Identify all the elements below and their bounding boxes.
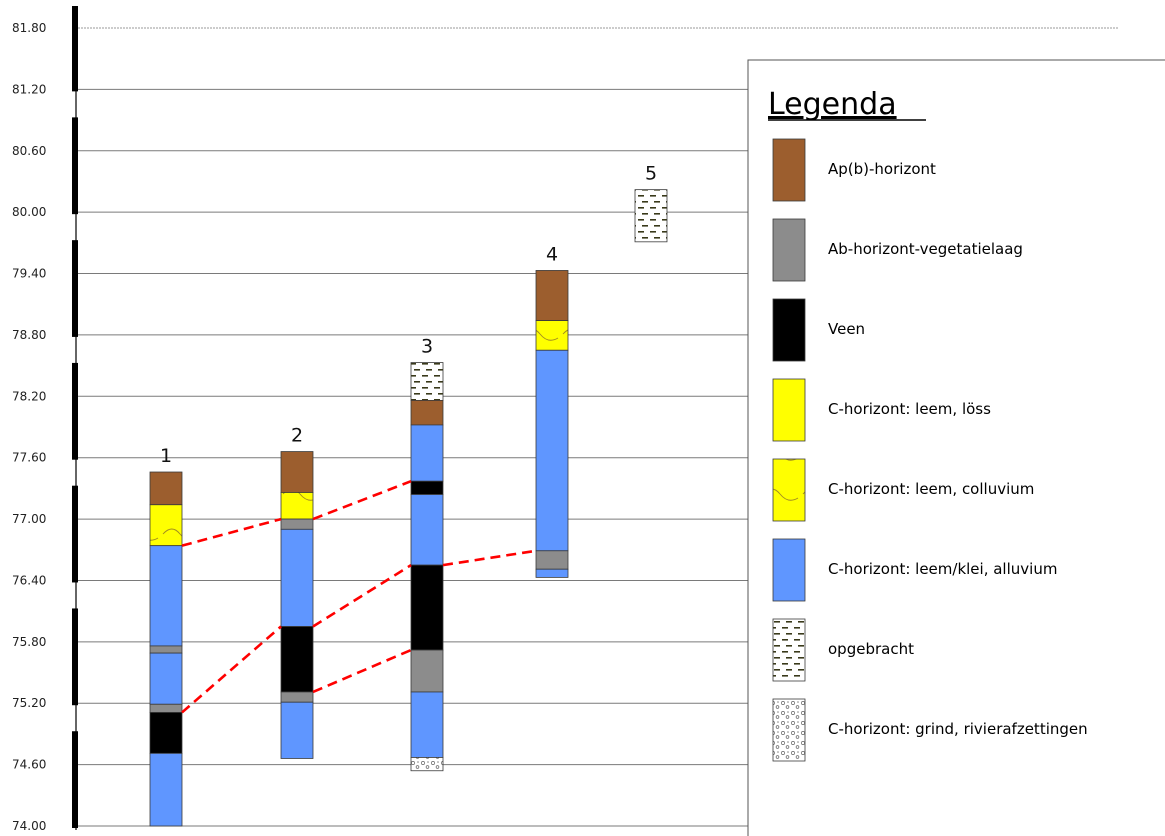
column-label: 2 bbox=[291, 425, 303, 447]
legend-label: Ap(b)-horizont bbox=[828, 160, 936, 178]
soil-column-2: 2 bbox=[280, 425, 314, 759]
y-tick-label: 80.00 bbox=[12, 205, 46, 219]
layer-ab bbox=[149, 703, 183, 713]
legend-swatch-grind bbox=[772, 698, 806, 762]
y-tick-label: 81.80 bbox=[12, 21, 46, 35]
layer-veen bbox=[280, 626, 314, 693]
layer-ap bbox=[149, 471, 183, 506]
layer-alluvium bbox=[410, 691, 444, 758]
legend-title: Legenda bbox=[768, 87, 897, 122]
legend-label: C-horizont: leem, colluvium bbox=[828, 480, 1034, 498]
y-axis-spine bbox=[72, 6, 78, 830]
layer-alluvium bbox=[280, 528, 314, 627]
y-tick-label: 80.60 bbox=[12, 144, 46, 158]
layer-alluvium bbox=[149, 545, 183, 647]
layer-opgebracht bbox=[410, 362, 444, 401]
y-tick-label: 78.80 bbox=[12, 328, 46, 342]
legend-swatch-loss bbox=[772, 378, 806, 442]
legend-items: Ap(b)-horizont Ab-horizont-vegetatielaag V… bbox=[772, 138, 1088, 762]
y-axis-ticks: 81.80 81.20 80.60 80.00 79.40 78.80 78.20 77.60… bbox=[12, 21, 46, 833]
legend-box bbox=[747, 59, 1165, 836]
legend-label: Ab-horizont-vegetatielaag bbox=[828, 240, 1023, 258]
layer-alluvium bbox=[410, 424, 444, 482]
column-label: 3 bbox=[421, 336, 433, 358]
soil-column-1: 1 bbox=[149, 445, 183, 827]
correlation-line bbox=[181, 480, 412, 547]
legend-label: Veen bbox=[828, 320, 865, 338]
legend-label: opgebracht bbox=[828, 640, 914, 658]
layer-alluvium bbox=[535, 568, 569, 578]
soil-column-4: 4 bbox=[535, 243, 569, 578]
column-label: 5 bbox=[645, 163, 657, 185]
legend-swatch-ap bbox=[772, 138, 806, 202]
y-tick-label: 78.20 bbox=[12, 389, 46, 403]
legend-swatch-opgebracht bbox=[772, 618, 806, 682]
legend-label: C-horizont: grind, rivierafzettingen bbox=[828, 720, 1088, 738]
soil-column-3: 3 bbox=[410, 336, 444, 772]
correlation-line bbox=[312, 648, 412, 694]
y-tick-label: 75.20 bbox=[12, 696, 46, 710]
soil-columns: 1 2 3 4 5 bbox=[149, 163, 668, 827]
correlation-lines bbox=[181, 480, 537, 714]
y-axis bbox=[72, 6, 78, 836]
y-axis-spine-segment bbox=[72, 705, 78, 732]
layer-colluvium bbox=[149, 504, 183, 547]
y-axis-spine-segment bbox=[72, 336, 78, 363]
soil-column-5: 5 bbox=[634, 163, 668, 243]
y-tick-label: 74.00 bbox=[12, 819, 46, 833]
legend-panel: Legenda Ap(b)-horizont Ab-horizont-vegeta… bbox=[747, 59, 1165, 836]
y-tick-label: 76.40 bbox=[12, 573, 46, 587]
legend-swatch-veen bbox=[772, 298, 806, 362]
legend-swatch-colluvium bbox=[772, 458, 806, 522]
layer-ab bbox=[535, 550, 569, 570]
layer-colluvium bbox=[280, 492, 314, 520]
y-tick-label: 77.00 bbox=[12, 512, 46, 526]
y-axis-spine-segment bbox=[72, 91, 78, 118]
layer-ab bbox=[280, 518, 314, 530]
layer-alluvium bbox=[149, 652, 183, 705]
layer-veen bbox=[410, 564, 444, 651]
layer-veen bbox=[149, 712, 183, 754]
correlation-line bbox=[181, 549, 537, 714]
layer-alluvium bbox=[280, 701, 314, 759]
legend-label: C-horizont: leem/klei, alluvium bbox=[828, 560, 1057, 578]
y-axis-spine-segment bbox=[72, 582, 78, 609]
y-tick-label: 74.60 bbox=[12, 758, 46, 772]
layer-colluvium bbox=[535, 320, 569, 351]
layer-alluvium bbox=[535, 349, 569, 552]
layer-alluvium bbox=[410, 494, 444, 566]
y-axis-spine-segment bbox=[72, 459, 78, 486]
legend-swatch-ab bbox=[772, 218, 806, 282]
layer-grind bbox=[410, 757, 444, 772]
layer-ab bbox=[410, 649, 444, 693]
legend-swatch-alluvium bbox=[772, 538, 806, 602]
layer-ab bbox=[149, 645, 183, 654]
layer-ab bbox=[280, 691, 314, 703]
y-tick-label: 75.80 bbox=[12, 635, 46, 649]
y-axis-spine-segment bbox=[72, 828, 78, 836]
column-label: 1 bbox=[160, 445, 172, 467]
y-axis-spine-segment bbox=[72, 214, 78, 241]
layer-ap bbox=[280, 451, 314, 493]
layer-veen bbox=[410, 480, 444, 495]
layer-ap bbox=[410, 399, 444, 426]
layer-opgebracht bbox=[634, 189, 668, 243]
y-tick-label: 81.20 bbox=[12, 82, 46, 96]
layer-alluvium bbox=[149, 752, 183, 827]
legend-label: C-horizont: leem, löss bbox=[828, 400, 991, 418]
layer-ap bbox=[535, 270, 569, 322]
column-label: 4 bbox=[546, 243, 558, 265]
y-tick-label: 79.40 bbox=[12, 267, 46, 281]
y-tick-label: 77.60 bbox=[12, 451, 46, 465]
